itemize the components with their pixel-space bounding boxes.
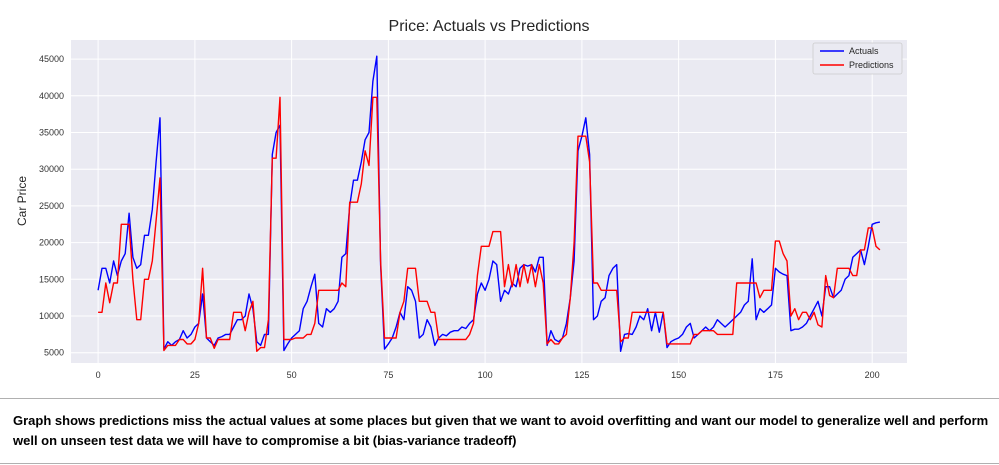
y-tick-label: 5000 [44, 348, 64, 358]
caption-box: Graph shows predictions miss the actual … [0, 398, 999, 464]
x-tick-label: 75 [383, 370, 393, 380]
series-lines [97, 55, 881, 352]
x-tick-label: 150 [671, 370, 686, 380]
caption-text: Graph shows predictions miss the actual … [13, 413, 989, 448]
y-tick-label: 10000 [39, 311, 64, 321]
series-line-predictions [98, 96, 881, 352]
y-tick-label: 15000 [39, 274, 64, 284]
x-tick-label: 0 [96, 370, 101, 380]
x-tick-label: 25 [190, 370, 200, 380]
y-tick-label: 45000 [39, 54, 64, 64]
chart-title: Price: Actuals vs Predictions [389, 18, 590, 35]
tick-labels: 0 25 50 75 100 125 150 175 200 5000 10000 15000 2000… [39, 54, 880, 380]
gridlines [71, 40, 907, 363]
legend-label-predictions: Predictions [849, 60, 894, 70]
y-tick-label: 30000 [39, 164, 64, 174]
y-axis-label: Car Price [15, 176, 29, 226]
y-tick-label: 35000 [39, 128, 64, 138]
chart-container: 0 25 50 75 100 125 150 175 200 5000 10000 15000 2000… [15, 18, 907, 380]
legend: Actuals Predictions [812, 42, 903, 75]
x-tick-label: 50 [287, 370, 297, 380]
legend-label-actuals: Actuals [849, 46, 879, 56]
y-tick-label: 40000 [39, 91, 64, 101]
series-line-actuals [97, 55, 881, 352]
line-chart: 0 25 50 75 100 125 150 175 200 5000 10000 15000 2000… [15, 18, 907, 380]
y-tick-label: 20000 [39, 238, 64, 248]
y-tick-label: 25000 [39, 201, 64, 211]
x-tick-label: 175 [768, 370, 783, 380]
x-tick-label: 200 [865, 370, 880, 380]
plot-area [71, 40, 907, 363]
x-tick-label: 125 [574, 370, 589, 380]
x-tick-label: 100 [478, 370, 493, 380]
